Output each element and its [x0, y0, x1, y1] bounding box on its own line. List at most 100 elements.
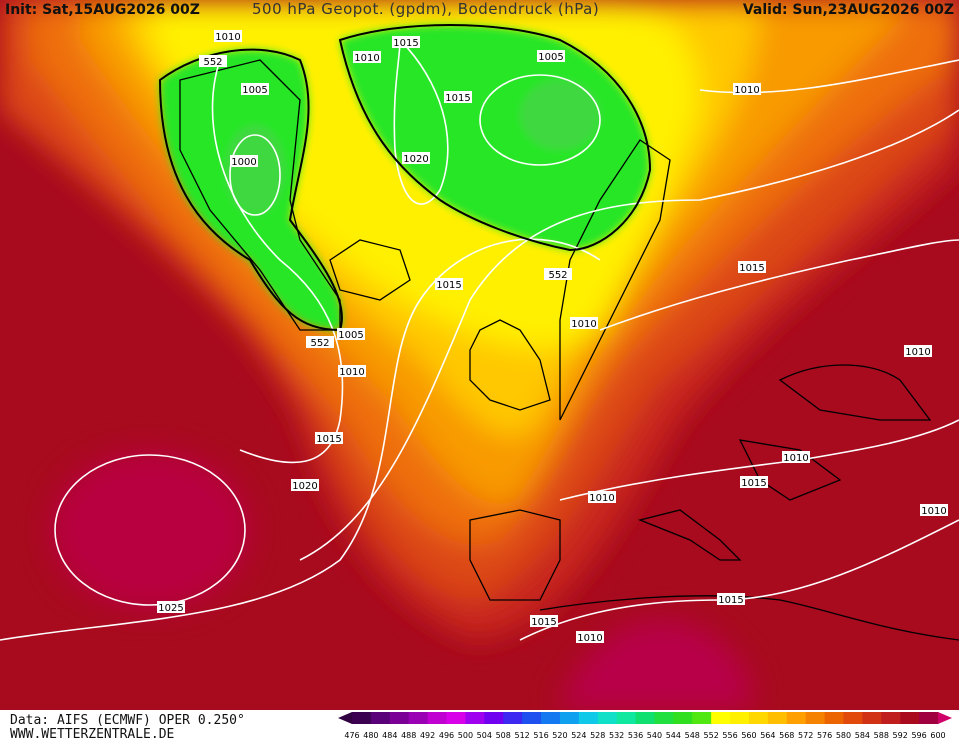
- colorbar-swatch: [578, 712, 599, 724]
- colorbar-swatch: [541, 712, 561, 724]
- isobar-label-bg: [444, 91, 472, 103]
- isobar-label-bg: [717, 593, 745, 605]
- isobar-label-bg: [435, 278, 463, 290]
- isobar-label: 1010: [905, 347, 930, 358]
- isobar-label: 552: [548, 270, 567, 281]
- colorbar-label: 520: [552, 731, 567, 740]
- isobar-label: 1025: [158, 603, 183, 614]
- isobar-label: 552: [310, 338, 329, 349]
- colorbar-label: 516: [533, 731, 548, 740]
- colorbar-label: 572: [798, 731, 813, 740]
- colorbar-swatch: [446, 712, 466, 724]
- colorbar-label: 524: [571, 731, 586, 740]
- isobar-label-bg: [537, 50, 565, 62]
- isobar-label: 1020: [403, 154, 428, 165]
- colorbar-swatch: [673, 712, 693, 724]
- isobar-label-bg: [338, 365, 366, 377]
- isobar-label-bg: [199, 55, 227, 67]
- colorbar-label: 488: [401, 731, 416, 740]
- isobar-label-bg: [570, 317, 598, 329]
- map-title: 500 hPa Geopot. (gpdm), Bodendruck (hPa): [252, 0, 599, 18]
- colorbar-swatch: [352, 712, 372, 724]
- colorbar-swatch: [862, 712, 882, 724]
- colorbar-label: 504: [477, 731, 492, 740]
- colorbar-label: 500: [458, 731, 473, 740]
- colorbar-swatch: [522, 712, 542, 724]
- colorbar-swatch: [427, 712, 448, 724]
- colorbar-label: 536: [628, 731, 643, 740]
- isobar-label: 1010: [339, 367, 364, 378]
- contour-552: [158, 24, 652, 332]
- isobar-label: 1020: [292, 481, 317, 492]
- isobar-label: 1010: [589, 493, 614, 504]
- isobar-label-bg: [241, 83, 269, 95]
- isobar-label-bg: [530, 615, 558, 627]
- isobar-label-bg: [738, 261, 766, 273]
- colorbar-label: 592: [893, 731, 908, 740]
- isobar-label-bg: [392, 36, 420, 48]
- colorbar-swatch: [389, 712, 410, 724]
- isobar-label: 1010: [577, 633, 602, 644]
- isobar-label-bg: [315, 432, 343, 444]
- colorbar-label: 568: [779, 731, 794, 740]
- colorbar: 476 480 484 488 492 496 500 504 508 512 516 520 524 5…: [338, 712, 952, 740]
- colorbar-label: 508: [496, 731, 511, 740]
- colorbar-swatch: [503, 712, 523, 724]
- isobar-label-bg: [337, 328, 365, 340]
- colorbar-swatch: [654, 712, 674, 724]
- isobar-label: 1015: [739, 263, 764, 274]
- site-name: WWW.WETTERZENTRALE.DE: [10, 727, 174, 741]
- colorbar-swatch: [408, 712, 429, 724]
- colorbar-swatch: [843, 712, 863, 724]
- isobar-label-bg: [588, 491, 616, 503]
- colorbar-swatch: [805, 712, 826, 724]
- colorbar-swatch: [692, 712, 712, 724]
- isobar-label-bg: [733, 83, 761, 95]
- colorbar-swatch: [824, 712, 844, 724]
- colorbar-swatch: [559, 712, 580, 724]
- colorbar-swatch: [786, 712, 807, 724]
- isobar-label: 1010: [921, 506, 946, 517]
- colorbar-label: 560: [741, 731, 756, 740]
- valid-time: Valid: Sun,23AUG2026 00Z: [743, 2, 954, 18]
- colorbar-swatch: [730, 712, 750, 724]
- colorbar-label: 492: [420, 731, 435, 740]
- isobar-label: 1015: [316, 434, 341, 445]
- isobar-label-bg: [230, 155, 258, 167]
- isobar-label: 1010: [354, 53, 379, 64]
- field: [0, 0, 959, 710]
- colorbar-arrow: [938, 712, 952, 724]
- colorbar-swatch: [900, 712, 920, 724]
- isobar-label: 1010: [783, 453, 808, 464]
- colorbar-swatch: [465, 712, 485, 724]
- isobar-label: 1005: [338, 330, 363, 341]
- colorbar-label: 496: [439, 731, 454, 740]
- isobar-label: 1010: [215, 32, 240, 43]
- isobar-label-bg: [291, 479, 319, 491]
- colorbar-arrow: [338, 712, 352, 724]
- isobar-label-bg: [353, 51, 381, 63]
- isobar-label: 1005: [538, 52, 563, 63]
- isobar-label-bg: [306, 336, 334, 348]
- isobar-label: 1015: [718, 595, 743, 606]
- isobar-label: 1000: [231, 157, 256, 168]
- isobar-label: 1010: [571, 319, 596, 330]
- colorbar-label: 576: [817, 731, 832, 740]
- colorbar-label: 600: [930, 731, 945, 740]
- colorbar-label: 564: [760, 731, 775, 740]
- colorbar-label: 532: [609, 731, 624, 740]
- isobar-label: 552: [203, 57, 222, 68]
- init-time: Init: Sat,15AUG2026 00Z: [5, 2, 200, 18]
- isobar-label-bg: [576, 631, 604, 643]
- colorbar-label: 540: [647, 731, 662, 740]
- colorbar-label: 548: [685, 731, 700, 740]
- isobar-label: 1015: [436, 280, 461, 291]
- colorbar-label: 580: [836, 731, 851, 740]
- isobar-label: 1005: [242, 85, 267, 96]
- colorbar-swatch: [711, 712, 731, 724]
- isobar-label-bg: [782, 451, 810, 463]
- colorbar-swatch: [881, 712, 901, 724]
- isobar-label-bg: [402, 152, 430, 164]
- isobar-label-bg: [157, 601, 185, 613]
- colorbar-swatch: [767, 712, 788, 724]
